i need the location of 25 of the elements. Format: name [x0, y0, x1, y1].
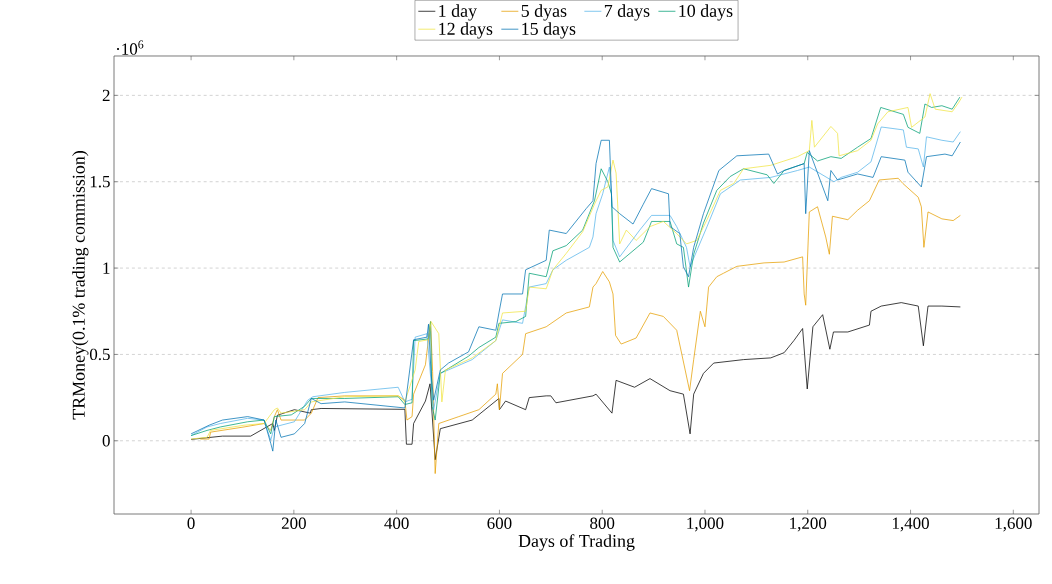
- legend-label: 5 dyas: [521, 4, 567, 21]
- y-tick-label: 2: [102, 89, 110, 101]
- y-tick-label: 1.5: [90, 176, 110, 188]
- x-tick-label: 600: [487, 517, 512, 529]
- legend-label: 12 days: [439, 22, 493, 39]
- y-axis-title: TRMoney(0.1% trading commission): [72, 151, 89, 420]
- x-tick-label: 400: [384, 517, 409, 529]
- x-tick-label: 0: [187, 517, 195, 529]
- line-series: [199, 177, 961, 474]
- line-series: [190, 302, 961, 461]
- y-tick-label: 0: [102, 435, 110, 447]
- y-tick-label: 0.5: [89, 348, 110, 361]
- x-tick-label: 1,000: [687, 517, 724, 532]
- x-tick-label: 1,600: [995, 517, 1032, 532]
- x-tick-label: 200: [281, 517, 306, 529]
- legend-label: 1 day: [439, 4, 477, 21]
- legend-label: 7 days: [604, 4, 650, 21]
- legend-label: 15 days: [522, 22, 576, 39]
- y-tick-label: 1: [103, 262, 110, 274]
- x-tick-label: 1,200: [790, 517, 827, 532]
- text: ·10$^{6}$: [117, 40, 144, 55]
- x-axis-title: Days of Trading: [518, 534, 635, 551]
- x-tick-label: 1,400: [892, 517, 929, 532]
- legend-label: 10 days: [679, 4, 733, 21]
- x-tick-label: 800: [590, 517, 615, 529]
